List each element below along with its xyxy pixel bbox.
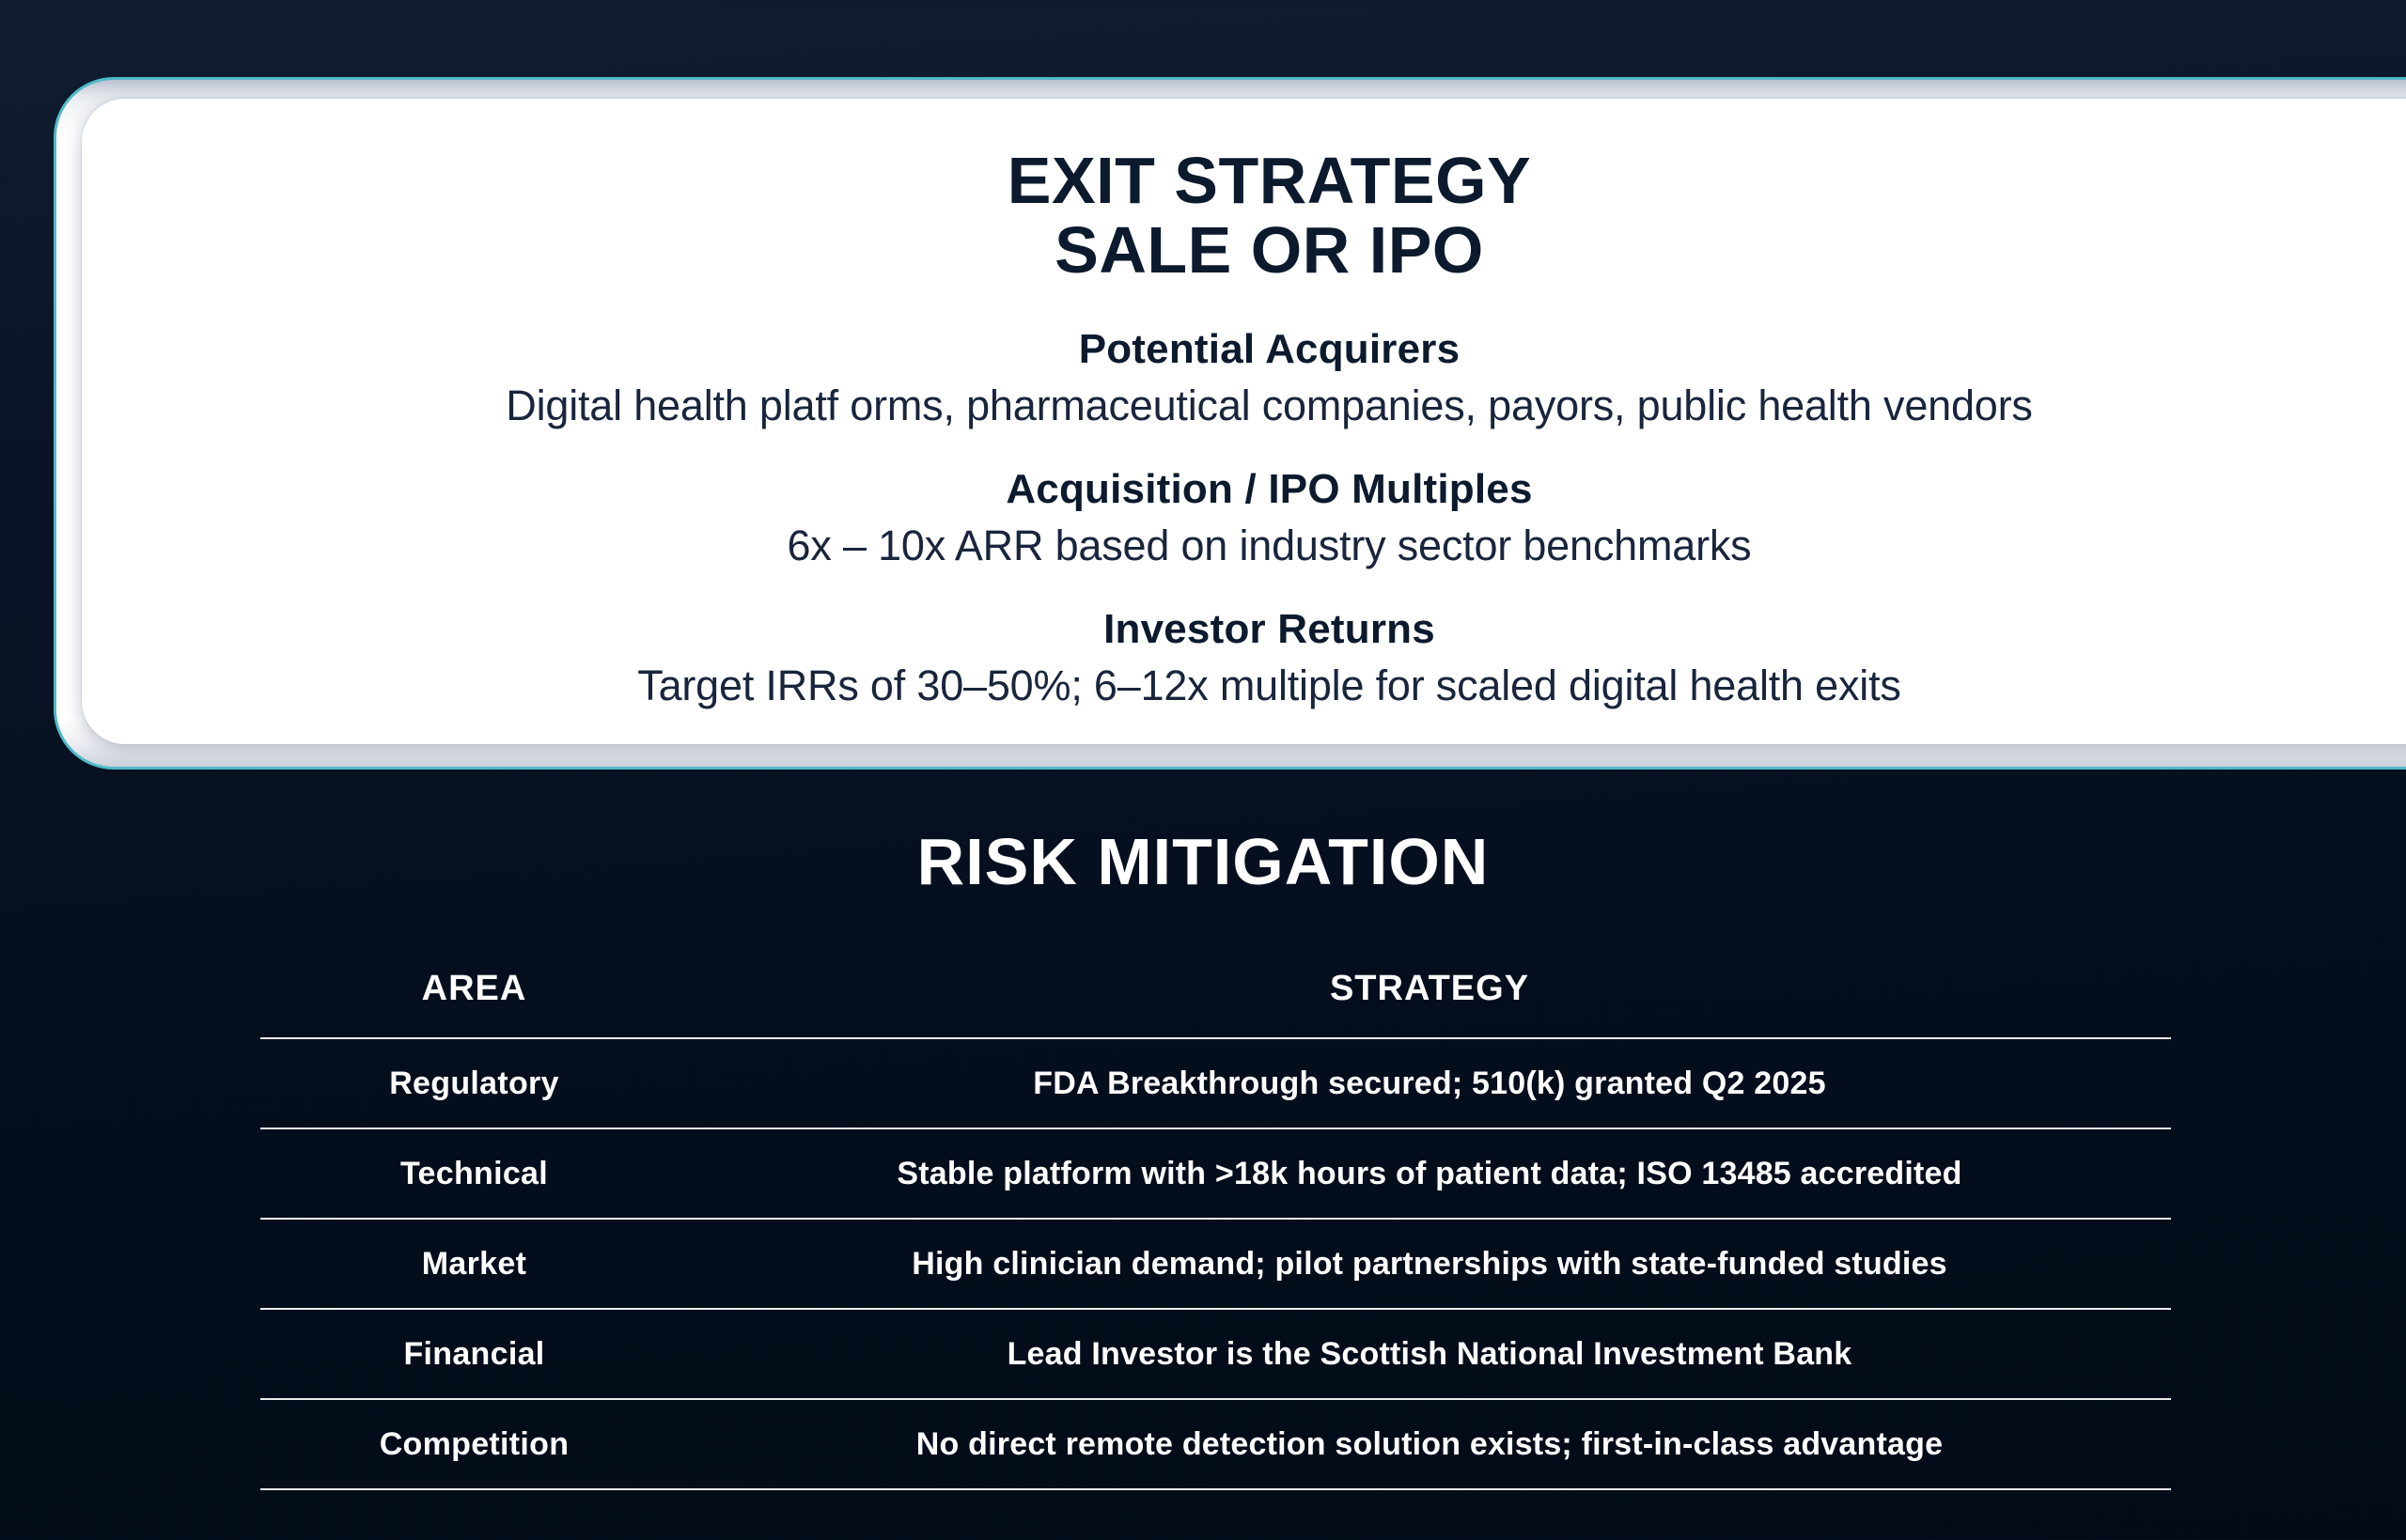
risk-mitigation-section: RISK MITIGATION AREA STRATEGY Regulatory…	[0, 829, 2406, 1490]
risk-mitigation-title: RISK MITIGATION	[916, 825, 1490, 898]
table-row: Technical Stable platform with >18k hour…	[260, 1128, 2171, 1218]
section-body: Target IRRs of 30–50%; 6–12x multiple fo…	[637, 661, 1901, 710]
table-row: Market High clinician demand; pilot part…	[260, 1218, 2171, 1308]
risk-mitigation-table: AREA STRATEGY Regulatory FDA Breakthroug…	[260, 940, 2171, 1490]
exit-strategy-card: EXIT STRATEGY SALE OR IPO Potential Acqu…	[54, 77, 2406, 770]
section-body: Digital health platf orms, pharmaceutica…	[506, 381, 2033, 430]
area-cell: Market	[421, 1245, 527, 1282]
area-cell: Financial	[403, 1335, 545, 1372]
table-row: Regulatory FDA Breakthrough secured; 510…	[260, 1037, 2171, 1128]
exit-strategy-sections: Potential Acquirers Digital health platf…	[82, 326, 2406, 710]
exit-strategy-title-line1: EXIT STRATEGY	[1007, 144, 1532, 217]
area-cell: Competition	[379, 1425, 570, 1462]
exit-strategy-title-line2: SALE OR IPO	[1055, 213, 1484, 288]
table-row: Financial Lead Investor is the Scottish …	[260, 1308, 2171, 1398]
table-row: Competition No direct remote detection s…	[260, 1398, 2171, 1488]
column-header-area: AREA	[421, 968, 527, 1008]
area-cell: Regulatory	[389, 1065, 559, 1101]
section-heading: Investor Returns	[1103, 606, 1435, 653]
column-header-strategy: STRATEGY	[1329, 968, 1530, 1008]
strategy-cell: Lead Investor is the Scottish National I…	[1007, 1335, 1852, 1372]
strategy-cell: No direct remote detection solution exis…	[915, 1425, 1944, 1462]
area-cell: Technical	[399, 1155, 548, 1191]
exit-strategy-title: EXIT STRATEGY SALE OR IPO	[82, 144, 2406, 288]
strategy-cell: FDA Breakthrough secured; 510(k) granted…	[1033, 1065, 1826, 1101]
section-heading: Potential Acquirers	[1078, 326, 1461, 373]
exit-strategy-card-inner: EXIT STRATEGY SALE OR IPO Potential Acqu…	[82, 99, 2406, 744]
section-heading: Acquisition / IPO Multiples	[1006, 466, 1533, 513]
strategy-cell: Stable platform with >18k hours of patie…	[897, 1155, 1962, 1191]
section-potential-acquirers: Potential Acquirers Digital health platf…	[82, 326, 2406, 430]
strategy-cell: High clinician demand; pilot partnership…	[912, 1245, 1947, 1282]
section-acquisition-ipo-multiples: Acquisition / IPO Multiples 6x – 10x ARR…	[82, 466, 2406, 570]
section-body: 6x – 10x ARR based on industry sector be…	[787, 521, 1752, 570]
section-investor-returns: Investor Returns Target IRRs of 30–50%; …	[82, 606, 2406, 710]
table-header-row: AREA STRATEGY	[260, 940, 2171, 1037]
